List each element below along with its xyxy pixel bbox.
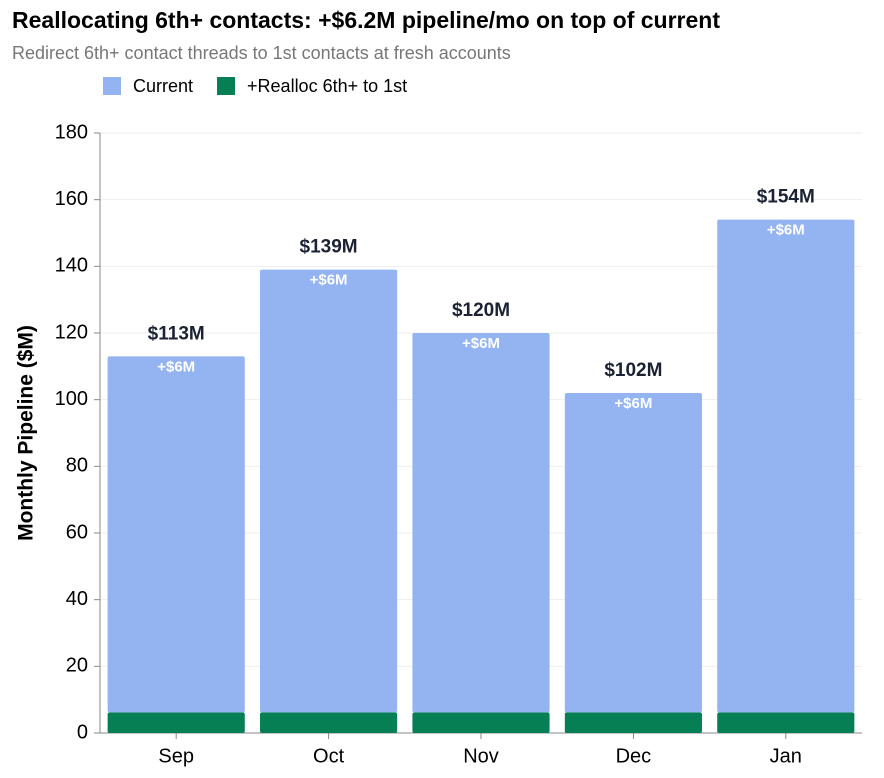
total-label: $139M: [300, 237, 358, 258]
y-tick-label: 180: [55, 121, 88, 143]
x-tick-label: Sep: [158, 745, 194, 767]
bar-segment: [412, 333, 550, 713]
bar-segment: [107, 356, 245, 713]
total-label: $120M: [452, 300, 510, 321]
legend-label: +Realloc 6th+ to 1st: [247, 76, 407, 96]
y-tick-label: 0: [77, 721, 88, 743]
segment-label: +$6M: [614, 395, 652, 412]
x-tick-label: Dec: [616, 745, 652, 767]
legend-label: Current: [133, 76, 193, 96]
legend-swatch: [103, 77, 121, 95]
y-tick-label: 140: [55, 255, 88, 277]
y-tick-label: 80: [66, 455, 88, 477]
y-tick-label: 100: [55, 388, 88, 410]
bar-segment: [717, 219, 855, 713]
chart-subtitle: Redirect 6th+ contact threads to 1st con…: [12, 43, 511, 63]
bar-segment: [564, 712, 702, 733]
bar-segment: [260, 712, 398, 733]
total-label: $102M: [604, 360, 662, 381]
x-tick-label: Nov: [463, 745, 499, 767]
segment-label: +$6M: [462, 335, 500, 352]
y-tick-label: 160: [55, 188, 88, 210]
bar-segment: [107, 712, 245, 733]
total-label: $154M: [757, 187, 815, 208]
y-tick-label: 20: [66, 655, 88, 677]
y-tick-label: 120: [55, 321, 88, 343]
bar-segment: [260, 269, 398, 713]
y-tick-label: 60: [66, 521, 88, 543]
segment-label: +$6M: [157, 358, 195, 375]
segment-label: +$6M: [767, 222, 805, 239]
x-tick-label: Oct: [313, 745, 345, 767]
y-axis-label: Monthly Pipeline ($M): [15, 325, 38, 541]
legend-swatch: [217, 77, 236, 95]
total-label: $113M: [148, 323, 205, 344]
x-tick-label: Jan: [770, 745, 802, 767]
bar-segment: [412, 712, 550, 733]
y-tick-label: 40: [66, 588, 88, 610]
segment-label: +$6M: [310, 272, 348, 289]
bar-segment: [564, 393, 702, 713]
bar-segment: [717, 712, 855, 733]
chart-title: Reallocating 6th+ contacts: +$6.2M pipel…: [12, 7, 720, 33]
